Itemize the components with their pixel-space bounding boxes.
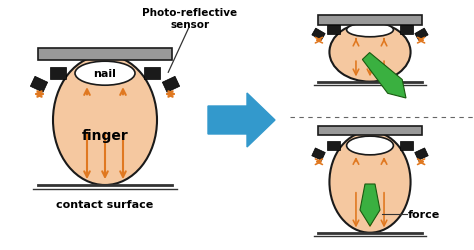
Text: contact surface: contact surface xyxy=(56,199,154,209)
Polygon shape xyxy=(312,29,325,41)
Text: force: force xyxy=(408,209,440,219)
Polygon shape xyxy=(401,26,413,35)
Polygon shape xyxy=(401,141,413,150)
Bar xyxy=(318,16,422,26)
Polygon shape xyxy=(415,148,428,161)
Text: nail: nail xyxy=(93,69,117,79)
Ellipse shape xyxy=(53,56,157,185)
Polygon shape xyxy=(50,68,66,80)
Ellipse shape xyxy=(346,24,393,38)
Polygon shape xyxy=(360,184,380,226)
Ellipse shape xyxy=(346,136,393,155)
Text: finger: finger xyxy=(82,128,128,142)
Bar xyxy=(318,126,422,136)
Polygon shape xyxy=(327,26,339,35)
Text: Photo-reflective
sensor: Photo-reflective sensor xyxy=(143,8,237,30)
Polygon shape xyxy=(162,77,180,93)
Bar xyxy=(38,49,172,61)
Polygon shape xyxy=(208,94,275,148)
Polygon shape xyxy=(363,53,406,98)
Polygon shape xyxy=(144,68,160,80)
Polygon shape xyxy=(327,141,339,150)
Ellipse shape xyxy=(329,132,410,233)
Polygon shape xyxy=(415,29,428,41)
Ellipse shape xyxy=(329,23,410,82)
Polygon shape xyxy=(30,77,48,93)
Polygon shape xyxy=(312,148,325,161)
Ellipse shape xyxy=(75,62,135,86)
